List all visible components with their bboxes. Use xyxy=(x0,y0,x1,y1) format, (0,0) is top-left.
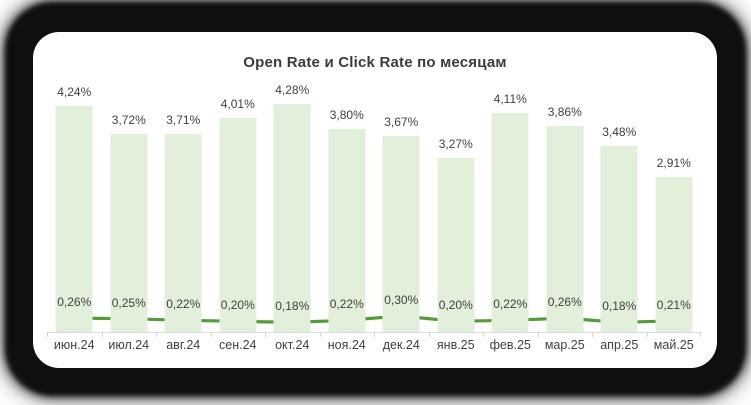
month-label: окт.24 xyxy=(275,338,310,352)
open-rate-value-label: 4,01% xyxy=(220,97,255,112)
month-label: янв.25 xyxy=(436,338,475,352)
axis-tick xyxy=(156,332,157,337)
chart-column: 3,67% 0,30% xyxy=(374,92,429,332)
chart-title: Open Rate и Click Rate по месяцам xyxy=(243,54,507,71)
axis-tick xyxy=(265,332,266,337)
chart-column: 4,01% 0,20% xyxy=(211,92,266,332)
open-rate-bar xyxy=(382,136,420,332)
month-label: авг.24 xyxy=(166,338,201,352)
month-label: июл.24 xyxy=(108,338,150,352)
open-rate-value-label: 3,80% xyxy=(329,108,364,123)
axis-tick xyxy=(210,332,212,337)
click-rate-value-label: 0,18% xyxy=(275,299,310,314)
axis-tick xyxy=(47,332,48,337)
open-rate-value-label: 3,86% xyxy=(547,105,582,120)
axis-tick xyxy=(319,332,321,337)
open-rate-value-label: 3,67% xyxy=(384,115,419,130)
chart-column: 2,91% 0,21% xyxy=(647,92,702,332)
open-rate-bar xyxy=(219,118,257,332)
click-rate-value-label: 0,18% xyxy=(602,299,637,314)
click-rate-value-label: 0,20% xyxy=(220,298,255,313)
chart-column: 3,86% 0,26% xyxy=(538,92,593,332)
x-axis-labels: июн.24 июл.24 авг.24 сен.24 окт.24 ноя.24 дек.… xyxy=(47,338,701,358)
click-rate-value-label: 0,26% xyxy=(547,295,582,310)
open-rate-value-label: 3,48% xyxy=(602,125,637,140)
open-rate-bar xyxy=(437,157,475,332)
chart-column: 3,48% 0,18% xyxy=(592,92,647,332)
month-label: фев.25 xyxy=(489,338,531,352)
chart-column: 4,28% 0,18% xyxy=(265,83,320,332)
month-label: мар.25 xyxy=(544,338,585,352)
open-rate-bar xyxy=(110,133,148,332)
axis-tick xyxy=(646,332,648,337)
month-label: ноя.24 xyxy=(327,338,366,352)
open-rate-bar xyxy=(600,146,638,332)
open-rate-value-label: 4,11% xyxy=(493,91,527,106)
click-rate-value-label: 0,30% xyxy=(384,293,419,307)
click-rate-value-label: 0,22% xyxy=(493,297,528,312)
click-rate-value-label: 0,25% xyxy=(111,295,146,310)
axis-tick xyxy=(700,332,701,337)
axis-tick xyxy=(374,332,375,337)
open-rate-bar xyxy=(328,129,366,332)
plot-area: 4,24% 0,26% 3,72% 0,25% 3,71% 0,22% 4,01% 0,20%… xyxy=(47,83,702,337)
axis-tick xyxy=(537,332,539,337)
open-rate-bar xyxy=(55,105,93,332)
open-rate-value-label: 3,72% xyxy=(111,112,146,127)
chart-column: 4,24% 0,26% xyxy=(47,85,102,332)
click-rate-value-label: 0,22% xyxy=(329,297,364,312)
chart-column: 4,11% 0,22% xyxy=(483,92,538,332)
open-rate-bar xyxy=(273,103,311,332)
chart-column: 3,72% 0,25% xyxy=(102,92,157,332)
click-rate-value-label: 0,22% xyxy=(166,297,201,312)
chart-column: 3,80% 0,22% xyxy=(320,92,375,332)
open-rate-bar xyxy=(546,126,584,332)
axis-tick xyxy=(592,332,593,337)
month-label: апр.25 xyxy=(600,338,639,352)
click-rate-value-label: 0,20% xyxy=(438,298,473,313)
open-rate-value-label: 4,24% xyxy=(57,84,92,99)
month-label: сен.24 xyxy=(219,338,257,352)
chart-card: Open Rate и Click Rate по месяцам 4,24% 0… xyxy=(33,32,717,368)
month-label: дек.24 xyxy=(382,338,420,352)
month-label: май.25 xyxy=(653,338,694,352)
month-label: июн.24 xyxy=(53,338,95,352)
open-rate-bar xyxy=(655,176,693,332)
click-rate-value-label: 0,26% xyxy=(57,295,92,310)
open-rate-bar xyxy=(491,112,529,332)
click-rate-value-label: 0,21% xyxy=(656,297,691,312)
open-rate-value-label: 2,91% xyxy=(656,155,691,170)
open-rate-value-label: 3,71% xyxy=(166,113,201,128)
axis-tick xyxy=(428,332,430,337)
chart-column: 3,71% 0,22% xyxy=(156,92,211,332)
axis-tick xyxy=(483,332,484,337)
open-rate-value-label: 3,27% xyxy=(438,136,473,151)
open-rate-value-label: 4,28% xyxy=(275,82,310,97)
open-rate-bar xyxy=(164,134,202,332)
chart-column: 3,27% 0,20% xyxy=(429,92,484,332)
axis-tick xyxy=(101,332,103,337)
